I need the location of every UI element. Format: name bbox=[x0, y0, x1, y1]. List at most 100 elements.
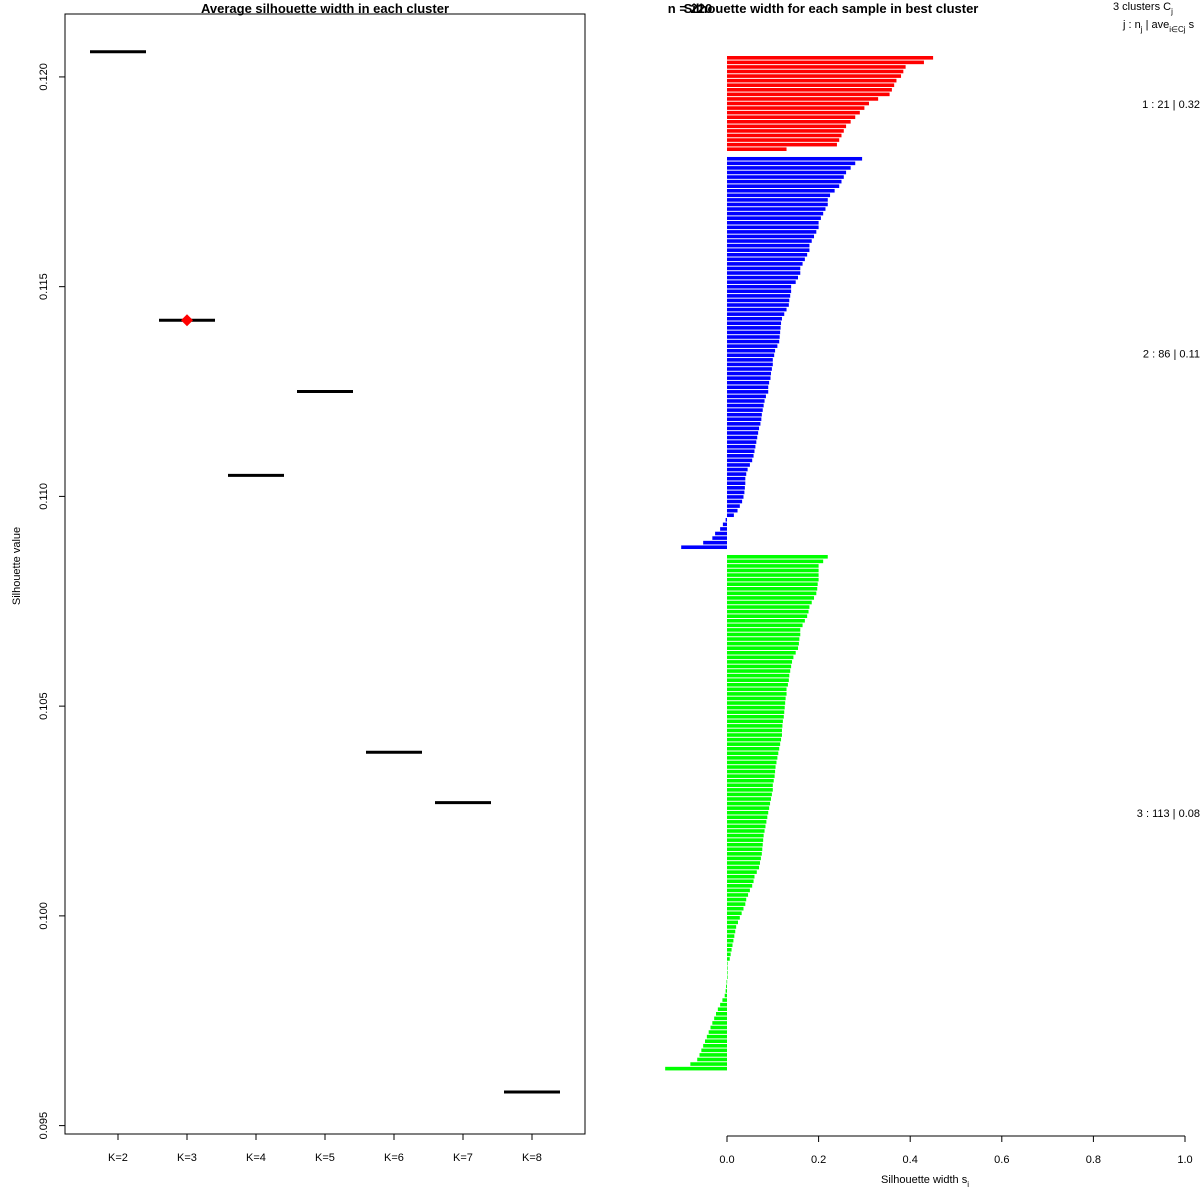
silhouette-bar-c3-40 bbox=[727, 733, 782, 737]
silhouette-bar-c2-34 bbox=[727, 307, 787, 312]
silhouette-bar-c3-55 bbox=[727, 801, 771, 806]
left-x-tick-label: K=4 bbox=[246, 1152, 266, 1164]
silhouette-bar-c2-76 bbox=[727, 499, 743, 504]
right-cluster-labels: 1 : 21 | 0.32 2 : 86 | 0.11 3 : 113 | 0.08 bbox=[1137, 99, 1200, 820]
silhouette-bar-c2-77 bbox=[727, 504, 740, 508]
legend-header-2: j : nj | avei∈Cj s bbox=[1122, 19, 1195, 34]
silhouette-bar-c1-11 bbox=[727, 101, 869, 106]
silhouette-bar-c2-72 bbox=[727, 481, 746, 486]
silhouette-bar-c2-9 bbox=[727, 193, 831, 198]
silhouette-bar-c3-30 bbox=[727, 687, 787, 692]
silhouette-bar-c2-41 bbox=[727, 339, 780, 344]
silhouette-bar-c2-4 bbox=[727, 170, 847, 175]
silhouette-bar-c1-14 bbox=[727, 115, 856, 120]
silhouette-bar-c3-100 bbox=[717, 1007, 727, 1012]
silhouette-bar-c3-61 bbox=[727, 829, 765, 833]
silhouette-bar-c3-71 bbox=[727, 874, 755, 879]
silhouette-bar-c3-47 bbox=[727, 765, 776, 769]
silhouette-bar-c2-32 bbox=[727, 298, 790, 303]
silhouette-bar-c3-101 bbox=[716, 1011, 727, 1016]
silhouette-bar-c3-44 bbox=[727, 751, 779, 756]
silhouette-bar-c2-52 bbox=[727, 390, 769, 394]
silhouette-bar-c2-75 bbox=[727, 495, 744, 499]
silhouette-bar-c2-44 bbox=[727, 353, 775, 358]
silhouette-bar-c2-18 bbox=[727, 234, 815, 239]
silhouette-bar-c3-7 bbox=[727, 582, 818, 587]
silhouette-bar-c2-20 bbox=[727, 243, 810, 248]
silhouette-bar-c3-75 bbox=[727, 893, 749, 897]
silhouette-bar-c2-22 bbox=[727, 252, 808, 257]
silhouette-bar-c2-57 bbox=[727, 412, 762, 417]
left-x-tick-label: K=6 bbox=[384, 1152, 404, 1164]
silhouette-bar-c2-78 bbox=[727, 508, 738, 513]
silhouette-bar-c2-73 bbox=[727, 486, 745, 490]
silhouette-bar-c3-34 bbox=[727, 705, 785, 710]
left-y-tick-label: 0.105 bbox=[38, 692, 50, 720]
silhouette-bar-c3-104 bbox=[710, 1025, 727, 1030]
silhouette-bar-c3-80 bbox=[727, 916, 740, 920]
silhouette-bar-c2-31 bbox=[727, 294, 791, 298]
left-x-tick-label: K=8 bbox=[522, 1152, 542, 1164]
silhouette-bar-c3-24 bbox=[727, 660, 793, 664]
silhouette-bar-c3-88 bbox=[727, 952, 731, 957]
silhouette-bar-c1-20 bbox=[727, 142, 837, 147]
silhouette-bar-c3-54 bbox=[727, 797, 771, 801]
silhouette-bar-c1-10 bbox=[727, 97, 879, 101]
silhouette-bar-c3-6 bbox=[727, 577, 819, 582]
silhouette-bar-c2-2 bbox=[727, 161, 856, 166]
silhouette-bar-c2-21 bbox=[727, 248, 810, 252]
right-x-tick-label: 0.2 bbox=[811, 1154, 826, 1166]
silhouette-bar-c3-93 bbox=[727, 975, 728, 980]
silhouette-bar-c2-55 bbox=[727, 403, 764, 408]
silhouette-bar-c1-9 bbox=[727, 92, 890, 97]
silhouette-bar-c3-43 bbox=[727, 746, 780, 751]
silhouette-bar-c3-26 bbox=[727, 669, 791, 673]
silhouette-bar-c3-89 bbox=[727, 957, 730, 961]
silhouette-bar-c3-74 bbox=[727, 888, 750, 893]
left-chart-title: Average silhouette width in each cluster bbox=[201, 1, 449, 16]
silhouette-bar-c3-85 bbox=[727, 938, 734, 943]
silhouette-bar-c3-18 bbox=[727, 632, 801, 637]
silhouette-bar-c3-59 bbox=[727, 820, 767, 824]
silhouette-bar-c2-26 bbox=[727, 271, 801, 275]
silhouette-bar-c3-94 bbox=[726, 980, 728, 984]
silhouette-bar-c3-46 bbox=[727, 760, 777, 765]
legend-header-1: 3 clusters Cj bbox=[1113, 1, 1173, 16]
silhouette-bar-c3-41 bbox=[727, 737, 782, 742]
silhouette-bar-c3-98 bbox=[722, 998, 727, 1002]
silhouette-bar-c3-79 bbox=[727, 911, 742, 916]
silhouette-bar-c2-70 bbox=[727, 472, 747, 476]
silhouette-bar-c2-13 bbox=[727, 211, 824, 216]
silhouette-bar-c2-82 bbox=[720, 527, 727, 531]
silhouette-bar-c2-30 bbox=[727, 289, 792, 294]
silhouette-bar-c1-3 bbox=[727, 65, 906, 69]
silhouette-bar-c1-16 bbox=[727, 124, 847, 129]
silhouette-bar-c2-19 bbox=[727, 239, 812, 243]
silhouette-bar-c3-8 bbox=[727, 586, 818, 591]
silhouette-bar-c2-36 bbox=[727, 316, 782, 321]
silhouette-bar-c3-28 bbox=[727, 678, 789, 682]
silhouette-bar-c2-27 bbox=[727, 275, 798, 280]
right-x-tick-label: 0.0 bbox=[719, 1154, 734, 1166]
silhouette-bar-c3-62 bbox=[727, 833, 764, 838]
silhouette-bar-c3-21 bbox=[727, 646, 798, 650]
silhouette-bar-c2-16 bbox=[727, 225, 819, 230]
left-x-tick-label: K=7 bbox=[453, 1152, 473, 1164]
silhouette-bar-c1-7 bbox=[727, 83, 895, 88]
silhouette-bar-c2-7 bbox=[727, 184, 840, 188]
silhouette-bar-c3-64 bbox=[727, 842, 763, 847]
left-x-tick-label: K=2 bbox=[108, 1152, 128, 1164]
silhouette-bar-c3-45 bbox=[727, 756, 778, 760]
cluster-label-1: 1 : 21 | 0.32 bbox=[1142, 99, 1200, 111]
right-chart-overlap-title: n = 220 bbox=[668, 1, 712, 16]
silhouette-bar-c3-3 bbox=[727, 564, 819, 568]
silhouette-bar-c3-10 bbox=[727, 596, 815, 600]
silhouette-bar-c3-14 bbox=[727, 614, 808, 618]
silhouette-bar-c3-99 bbox=[720, 1002, 727, 1007]
silhouette-bar-c3-29 bbox=[727, 682, 788, 687]
silhouette-bar-c3-63 bbox=[727, 838, 764, 842]
silhouette-bar-c3-110 bbox=[699, 1053, 727, 1057]
silhouette-bar-c2-14 bbox=[727, 216, 821, 220]
silhouette-bar-c2-85 bbox=[703, 540, 727, 545]
silhouette-bar-c1-6 bbox=[727, 78, 897, 83]
